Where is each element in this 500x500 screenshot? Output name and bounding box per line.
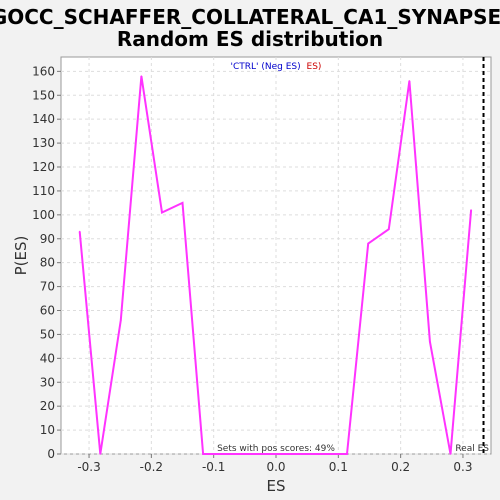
x-tick-label: 0.0: [266, 460, 285, 474]
y-tick-label: 110: [32, 184, 55, 198]
data-point: [78, 230, 81, 233]
data-point: [161, 211, 163, 214]
data-point: [470, 209, 472, 211]
x-tick-label: -0.3: [77, 460, 100, 474]
data-point: [325, 453, 328, 455]
legend-ctrl-neg-es: 'CTRL' (Neg ES): [231, 62, 301, 72]
real-es-label: Real ES: [455, 444, 489, 454]
y-tick-label: 10: [40, 423, 55, 437]
data-point: [449, 453, 452, 455]
y-tick-label: 0: [47, 447, 55, 461]
chart-title: GOCC_SCHAFFER_COLLATERAL_CA1_SYNAPSE:: [0, 5, 500, 29]
y-tick-label: 50: [40, 327, 55, 341]
data-point: [202, 453, 204, 455]
grid: [61, 57, 491, 455]
data-point: [305, 453, 307, 455]
data-point: [367, 242, 370, 245]
y-tick-label: 100: [32, 208, 55, 222]
legend-es: ES): [307, 62, 322, 72]
x-axis-label: ES: [267, 477, 286, 495]
y-tick-label: 160: [32, 64, 55, 78]
data-point: [99, 453, 102, 455]
y-tick-label: 20: [40, 399, 55, 413]
pos-scores-annotation: Sets with pos scores: 49%: [217, 444, 335, 454]
x-tick-label: -0.2: [140, 460, 163, 474]
data-point: [140, 75, 143, 77]
y-tick-label: 130: [32, 136, 55, 150]
series-layer: [78, 75, 473, 455]
data-point: [429, 340, 431, 343]
y-tick-label: 90: [40, 232, 55, 246]
chart-subtitle: Random ES distribution: [117, 27, 383, 51]
data-point: [120, 319, 122, 321]
y-tick-label: 30: [40, 375, 55, 389]
y-tick-label: 60: [40, 304, 55, 318]
y-tick-label: 70: [40, 280, 55, 294]
series-line: [78, 75, 473, 455]
x-tick-label: -0.1: [202, 460, 225, 474]
data-point: [408, 80, 411, 82]
data-point: [243, 453, 246, 455]
y-tick-label: 150: [32, 88, 55, 102]
y-tick-label: 80: [40, 256, 55, 270]
x-tick-label: 0.1: [329, 460, 348, 474]
data-point: [181, 202, 184, 204]
data-point: [284, 453, 287, 455]
data-point: [387, 228, 390, 230]
data-point: [346, 453, 348, 455]
x-tick-label: 0.2: [391, 460, 410, 474]
axes: 0 10 20 30 40 50 60 70 80 90 100 110 120 130 140 150 160…: [32, 64, 472, 474]
data-point: [263, 453, 266, 455]
y-tick-label: 120: [32, 160, 55, 174]
x-tick-label: 0.3: [453, 460, 472, 474]
y-tick-label: 40: [40, 351, 55, 365]
data-point: [222, 453, 225, 455]
y-axis-label: P(ES): [12, 236, 30, 276]
y-tick-label: 140: [32, 112, 55, 126]
legend: 'CTRL' (Neg ES) ES): [231, 62, 322, 72]
